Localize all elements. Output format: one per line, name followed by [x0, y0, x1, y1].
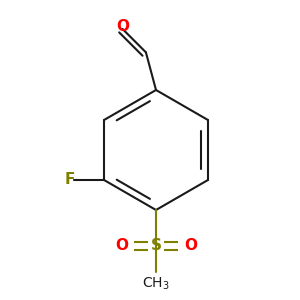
Text: O: O — [115, 238, 128, 253]
Text: F: F — [64, 172, 75, 188]
Text: S: S — [151, 238, 161, 253]
Text: O: O — [184, 238, 197, 253]
Text: CH$_3$: CH$_3$ — [142, 276, 170, 292]
Text: O: O — [116, 19, 129, 34]
